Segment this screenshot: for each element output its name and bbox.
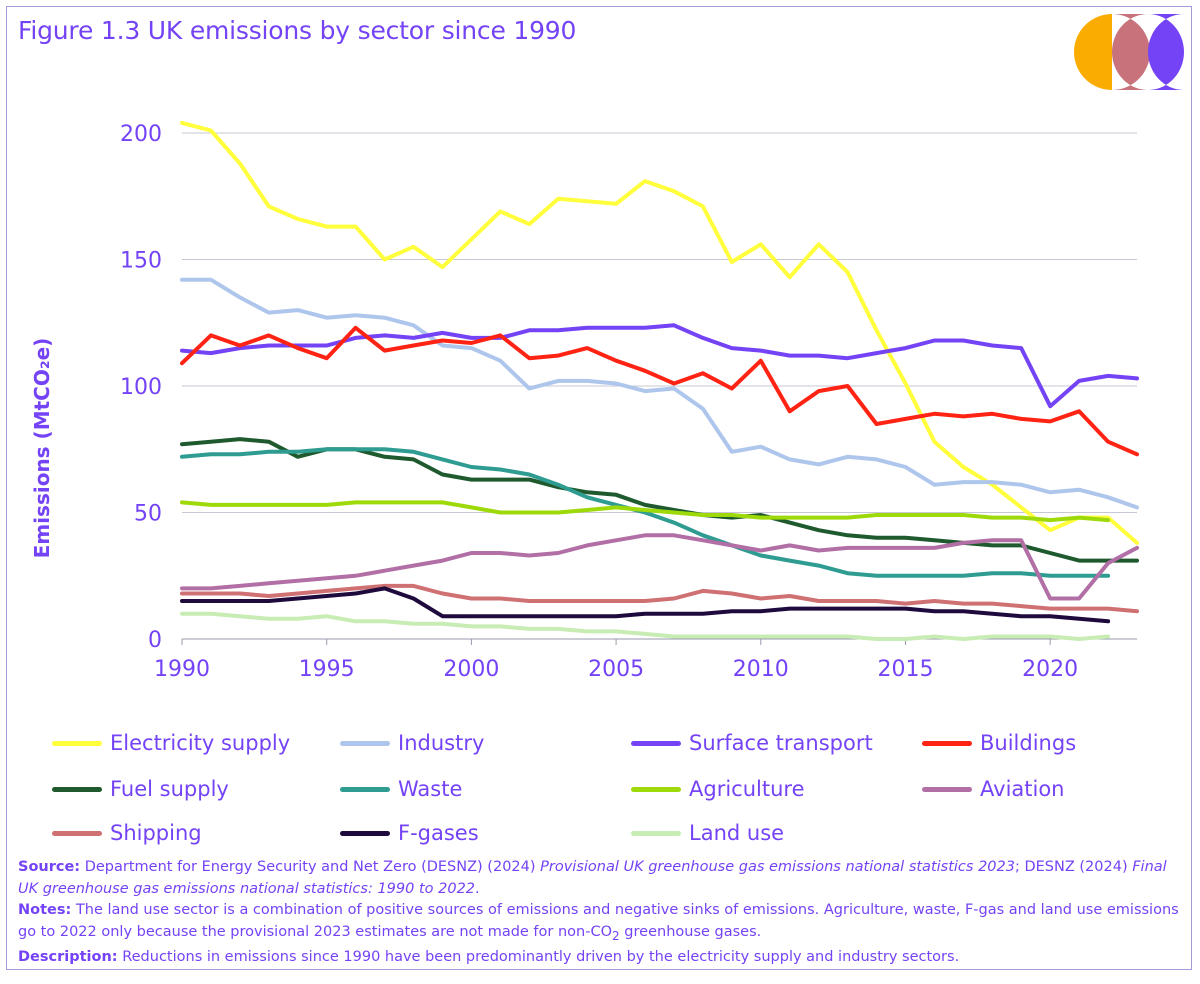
y-tick-label: 50	[134, 502, 162, 527]
series-lines	[180, 120, 1139, 641]
series-line-agriculture	[180, 500, 1111, 523]
y-tick-label: 200	[120, 122, 162, 147]
x-tick-label: 1990	[154, 657, 210, 682]
logo	[1074, 14, 1184, 90]
description-note: Description: Reductions in emissions sin…	[18, 947, 1183, 969]
description-text: Reductions in emissions since 1990 have …	[117, 949, 960, 966]
y-tick-label: 0	[148, 628, 162, 653]
series-line-waste	[180, 447, 1111, 578]
x-tick-label: 2020	[1022, 657, 1078, 682]
y-tick-label: 100	[120, 375, 162, 400]
series-line-industry	[180, 277, 1139, 510]
source-title-1: Provisional UK greenhouse gas emissions …	[540, 859, 1015, 875]
notes-label: Notes:	[18, 902, 72, 919]
notes-note: Notes: The land use sector is a combinat…	[18, 900, 1183, 947]
x-tick-label: 2000	[443, 657, 499, 682]
source-label: Source:	[18, 859, 81, 875]
y-axis-ticks: 0 50 100 150 200	[120, 122, 162, 653]
x-tick-label: 2015	[877, 657, 933, 682]
x-tick-label: 1995	[299, 657, 355, 682]
notes-text: The land use sector is a combination of …	[18, 902, 1179, 940]
source-text: ; DESNZ (2024)	[1014, 859, 1133, 875]
notes-text: greenhouse gases.	[619, 923, 762, 940]
source-text: Department for Energy Security and Net Z…	[80, 859, 541, 875]
series-line-f-gases	[180, 586, 1111, 624]
source-note: Source: Department for Energy Security a…	[18, 857, 1183, 900]
series-line-shipping	[180, 583, 1139, 614]
series-line-surface-transport	[180, 323, 1139, 409]
gridlines	[182, 132, 1137, 640]
y-axis-label: Emissions (MtCO₂e)	[30, 338, 54, 559]
source-title-2: Final UK greenhouse gas emissions nation…	[18, 859, 1167, 897]
x-tick-label: 2010	[733, 657, 789, 682]
series-line-electricity-supply	[180, 120, 1139, 545]
notes-subscript: 2	[612, 928, 620, 943]
logo-shape-rose-fill	[1112, 14, 1150, 90]
series-line-buildings	[180, 325, 1139, 457]
logo-shape-purple	[1148, 14, 1184, 90]
figure-frame	[6, 6, 1192, 970]
source-text: .	[475, 880, 480, 897]
description-label: Description:	[18, 949, 118, 966]
notes: Source: Department for Energy Security a…	[18, 857, 1183, 969]
x-axis-ticks: 1990 1995 2000 2005 2010 2015 2020	[154, 639, 1078, 682]
logo-shape-orange	[1074, 14, 1112, 90]
y-tick-label: 150	[120, 249, 162, 274]
series-line-aviation	[180, 533, 1139, 601]
series-line-land-use	[180, 611, 1111, 641]
figure-title: Figure 1.3 UK emissions by sector since …	[18, 16, 577, 45]
x-tick-label: 2005	[588, 657, 644, 682]
series-line-fuel-supply	[180, 437, 1139, 563]
